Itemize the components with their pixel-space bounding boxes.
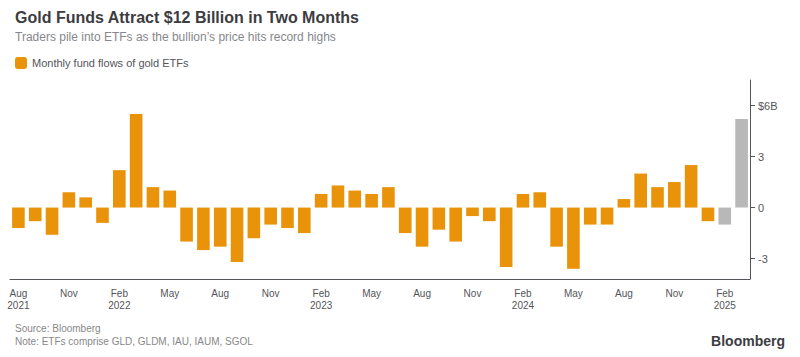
svg-text:-3: -3	[758, 253, 768, 265]
svg-text:Feb: Feb	[514, 288, 532, 299]
svg-text:Note: ETFs comprise GLD, GLDM,: Note: ETFs comprise GLD, GLDM, IAU, IAUM…	[15, 336, 253, 347]
svg-text:Nov: Nov	[262, 288, 280, 299]
svg-text:2025: 2025	[714, 300, 737, 311]
svg-text:0: 0	[758, 202, 764, 214]
svg-text:May: May	[160, 288, 179, 299]
svg-text:Gold Funds Attract $12 Billion: Gold Funds Attract $12 Billion in Two Mo…	[15, 9, 359, 26]
svg-text:Aug: Aug	[615, 288, 633, 299]
svg-text:3: 3	[758, 151, 764, 163]
svg-text:2021: 2021	[7, 300, 30, 311]
svg-text:Bloomberg: Bloomberg	[711, 333, 785, 349]
svg-text:Aug: Aug	[211, 288, 229, 299]
svg-text:Nov: Nov	[665, 288, 683, 299]
svg-text:Aug: Aug	[10, 288, 28, 299]
svg-text:2024: 2024	[512, 300, 535, 311]
svg-text:May: May	[564, 288, 583, 299]
svg-text:Source: Bloomberg: Source: Bloomberg	[15, 323, 101, 334]
svg-text:Monthly fund flows of gold ETF: Monthly fund flows of gold ETFs	[32, 57, 189, 69]
svg-text:Feb: Feb	[111, 288, 129, 299]
svg-text:Nov: Nov	[464, 288, 482, 299]
svg-text:2022: 2022	[108, 300, 131, 311]
svg-text:Traders pile into ETFs as the: Traders pile into ETFs as the bullion’s …	[15, 30, 336, 44]
svg-text:Feb: Feb	[716, 288, 734, 299]
svg-text:2023: 2023	[310, 300, 333, 311]
svg-text:Feb: Feb	[313, 288, 331, 299]
svg-text:Aug: Aug	[413, 288, 431, 299]
svg-text:May: May	[362, 288, 381, 299]
svg-text:$6B: $6B	[758, 100, 778, 112]
svg-text:Nov: Nov	[60, 288, 78, 299]
